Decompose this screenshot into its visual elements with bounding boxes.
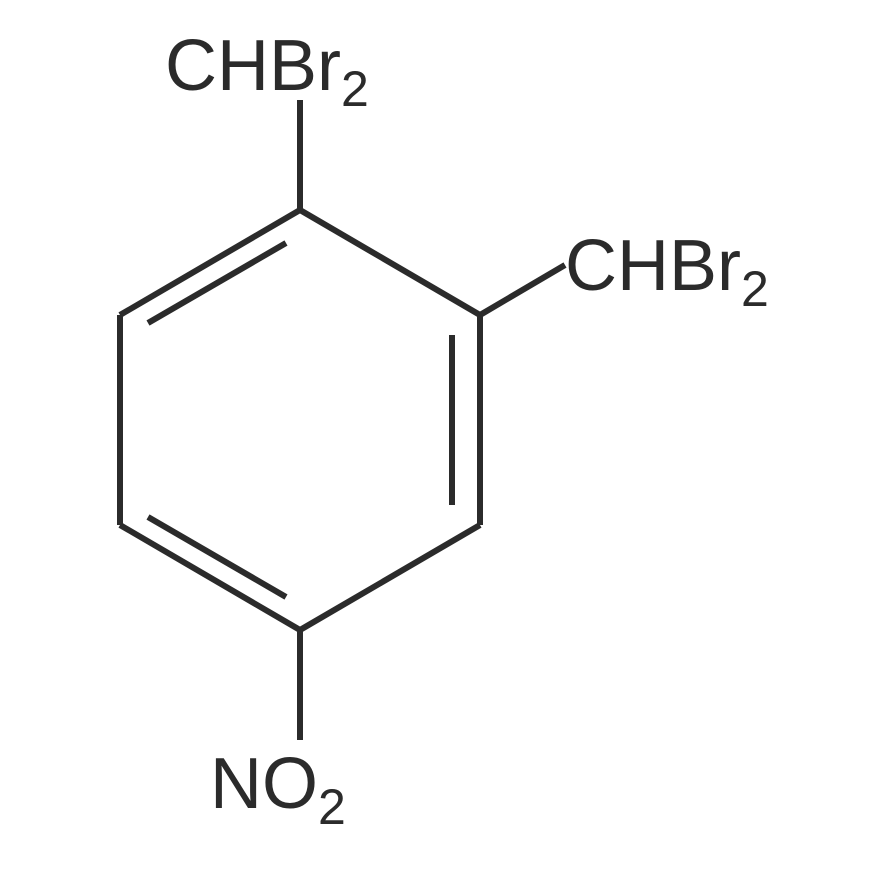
molecule-diagram: CHBr2 CHBr2 NO2 [0, 0, 890, 890]
bond-c3-c4 [300, 525, 480, 630]
substituent-top: CHBr2 [165, 26, 369, 210]
label-chbr2-right: CHBr2 [565, 226, 769, 317]
bond-c6-c1 [120, 210, 300, 315]
bond-c1-c2 [300, 210, 480, 315]
label-chbr2-right-sub: 2 [741, 261, 769, 317]
label-chbr2-top-sub: 2 [341, 61, 369, 117]
label-no2-sub: 2 [318, 779, 346, 835]
label-chbr2-right-main: CHBr [565, 226, 741, 306]
benzene-ring [120, 210, 480, 630]
substituent-right: CHBr2 [480, 226, 769, 317]
label-no2: NO2 [210, 744, 346, 835]
bond-to-chbr2-right [480, 265, 565, 315]
label-chbr2-top: CHBr2 [165, 26, 369, 117]
bond-c4-c5 [120, 525, 300, 630]
substituent-bottom: NO2 [210, 630, 346, 835]
label-no2-main: NO [210, 744, 318, 824]
label-chbr2-top-main: CHBr [165, 26, 341, 106]
